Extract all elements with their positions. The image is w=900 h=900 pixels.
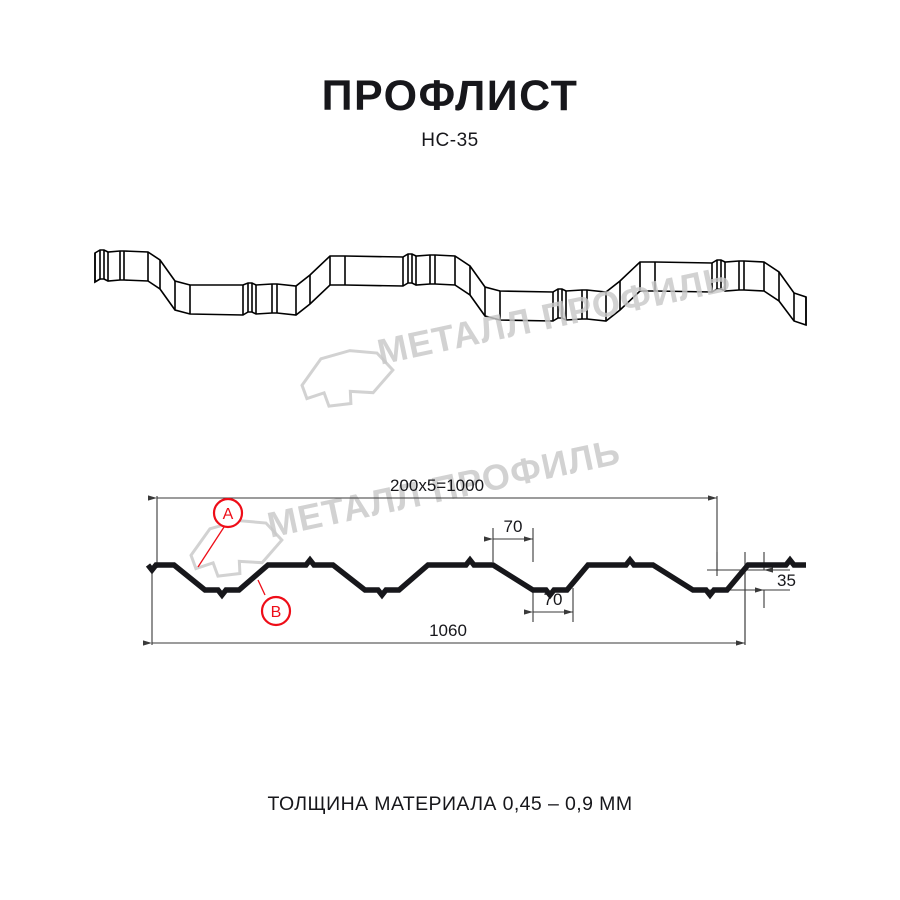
dimension-overall-width-label: 1060 <box>429 621 467 640</box>
dimension-overall-width: 1060 <box>143 621 745 646</box>
dimension-top-flange: 70 <box>484 517 533 542</box>
profile-cross-section-view: 200x5=1000 70 70 35 1060 <box>143 476 806 646</box>
extension-lines <box>151 496 790 645</box>
callout-b-label: B <box>271 604 282 621</box>
material-thickness-note: ТОЛЩИНА МАТЕРИАЛА 0,45 – 0,9 ММ <box>267 793 633 815</box>
iso-sheet-body <box>94 249 807 327</box>
iso-fold-lines-3 <box>711 260 807 325</box>
callout-a: A <box>197 497 244 568</box>
callout-b: B <box>257 579 292 627</box>
iso-left-edge <box>94 250 125 284</box>
header: ПРОФЛИСТ НС-35 <box>0 72 900 152</box>
iso-fold-lines-1 <box>147 252 346 315</box>
page-title: ПРОФЛИСТ <box>321 72 579 120</box>
callout-a-circle <box>212 497 244 529</box>
dimension-height-label: 35 <box>777 571 796 590</box>
product-model: НС-35 <box>421 130 479 152</box>
profile-outline <box>145 555 806 600</box>
isometric-profile-view <box>94 249 807 327</box>
callout-a-label: A <box>223 506 234 523</box>
dimension-pitch-total: 200x5=1000 <box>148 476 717 501</box>
callout-b-circle <box>260 595 292 627</box>
dimension-top-flange-label: 70 <box>504 517 523 536</box>
dimension-pitch-total-label: 200x5=1000 <box>390 476 484 495</box>
iso-fold-lines-2 <box>402 254 656 321</box>
